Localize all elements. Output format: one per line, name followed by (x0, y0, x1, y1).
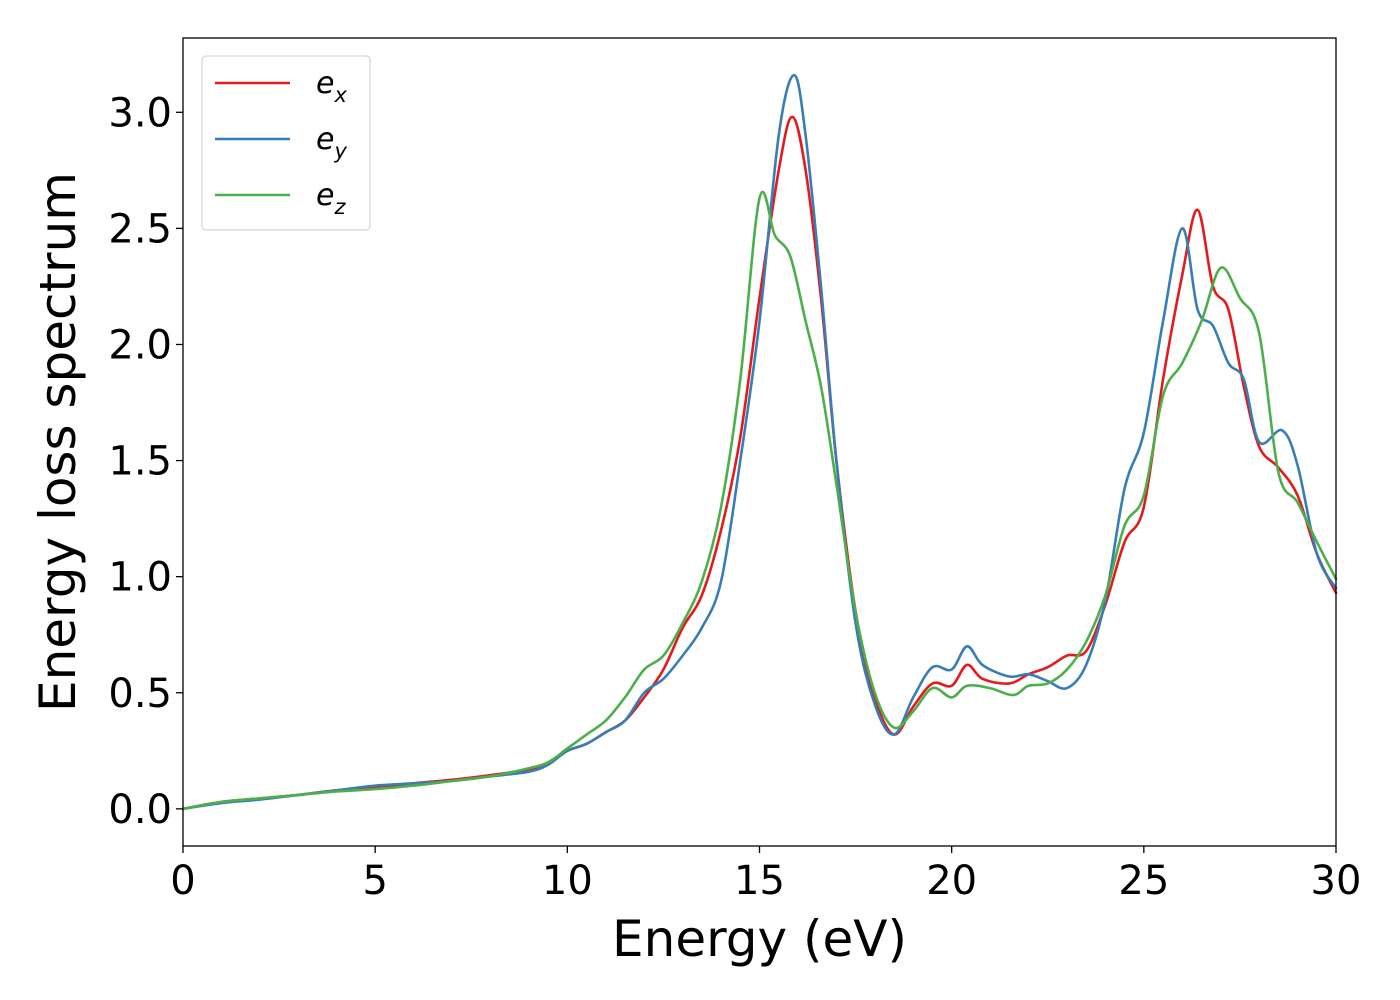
x-tick-label: 0 (170, 858, 195, 904)
y-ticks: 0.0 0.5 1.0 1.5 2.0 2.5 3.0 (108, 90, 183, 833)
x-tick-label: 5 (362, 858, 387, 904)
y-tick-label: 1.5 (108, 439, 172, 485)
y-tick-label: 3.0 (108, 90, 172, 136)
series-line-ey (181, 73, 1338, 811)
x-tick-label: 15 (734, 858, 785, 904)
y-tick-label: 2.5 (108, 206, 172, 252)
series-line-ez (181, 190, 1338, 811)
plot-area (183, 38, 1336, 846)
plot-frame (182, 37, 1337, 847)
x-tick-label: 25 (1118, 858, 1169, 904)
x-tick-label: 20 (926, 858, 977, 904)
y-tick-label: 0.5 (108, 671, 172, 717)
y-tick-label: 1.0 (108, 555, 172, 601)
y-axis-label: Energy loss spectrum (29, 172, 87, 712)
legend-box (201, 55, 371, 231)
y-tick-label: 0.0 (108, 787, 172, 833)
x-tick-label: 10 (542, 858, 593, 904)
y-tick-label: 2.0 (108, 322, 172, 368)
x-tick-label: 30 (1311, 858, 1362, 904)
x-axis-label: Energy (eV) (612, 910, 907, 968)
x-ticks: 0 5 10 15 20 25 30 (170, 846, 1361, 904)
series-layer (181, 73, 1338, 811)
